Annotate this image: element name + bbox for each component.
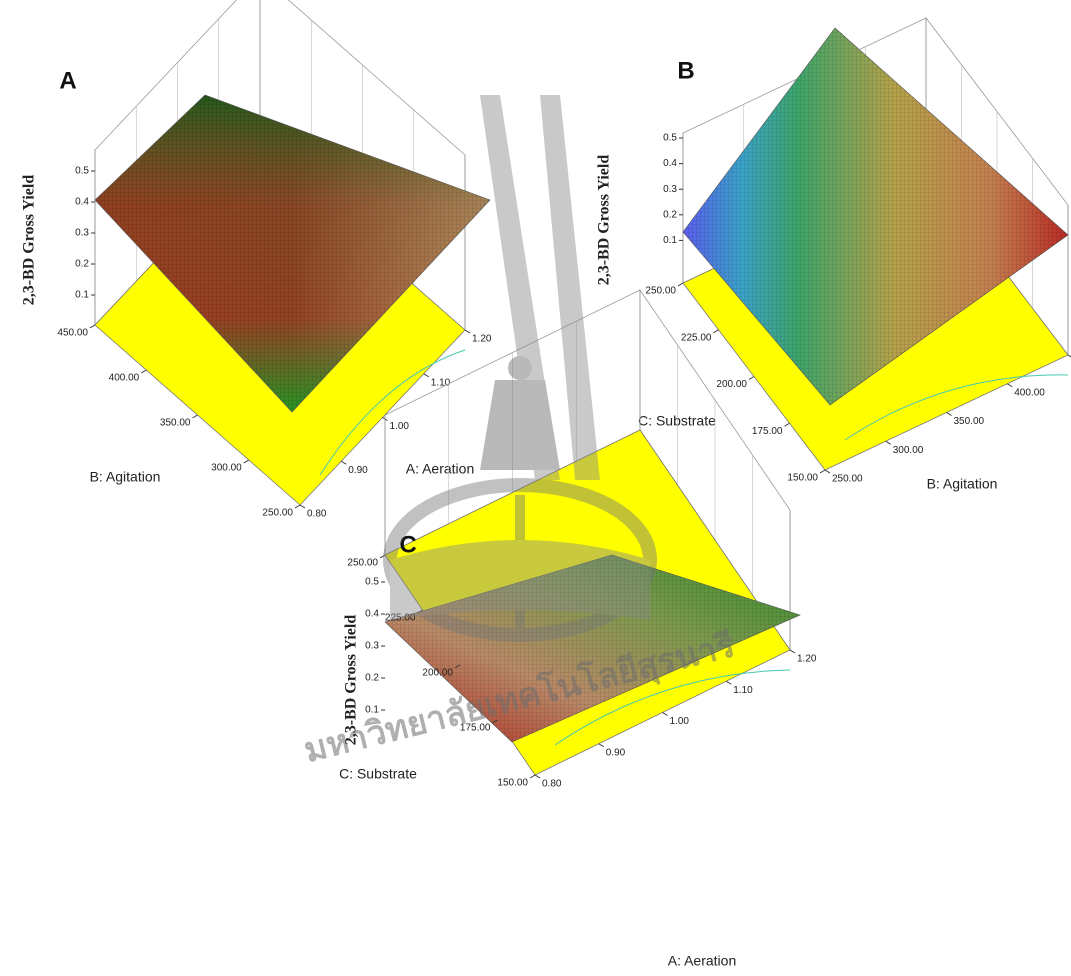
contour <box>319 349 466 476</box>
x-tick-label: 400.00 <box>1014 387 1045 398</box>
z-tick-label: 0.3 <box>663 184 677 195</box>
y-tick-label: 450.00 <box>57 328 88 339</box>
z-tick-label: 0.5 <box>365 577 379 588</box>
z-axis-title: 2,3-BD Gross Yield <box>343 615 360 746</box>
y-tick <box>140 369 147 374</box>
watermark-logo <box>383 95 657 642</box>
y-tick <box>379 554 386 559</box>
x-axis-title: A: Aeration <box>668 953 737 969</box>
y-tick-label: 300.00 <box>211 463 242 474</box>
x-tick <box>340 460 347 465</box>
x-tick-label: 0.90 <box>348 465 368 476</box>
y-tick-label: 200.00 <box>422 668 453 679</box>
y-tick <box>529 774 536 779</box>
z-tick-label: 0.3 <box>75 228 89 239</box>
y-tick-label: 400.00 <box>109 373 140 384</box>
x-tick <box>662 712 668 716</box>
x-tick <box>464 329 471 334</box>
y-tick <box>713 329 719 334</box>
x-tick <box>946 412 952 416</box>
y-tick-label: 225.00 <box>385 613 416 624</box>
x-tick <box>598 743 605 748</box>
x-tick-label: 250.00 <box>832 474 863 485</box>
y-tick <box>454 664 461 669</box>
x-axis-title: B: Agitation <box>927 476 998 492</box>
x-tick-label: 1.00 <box>390 421 410 432</box>
y-tick-label: 250.00 <box>645 286 676 297</box>
x-tick-label: 1.10 <box>431 377 451 388</box>
y-tick <box>192 414 198 419</box>
y-tick <box>677 282 684 287</box>
z-tick-label: 0.2 <box>75 259 89 270</box>
x-tick <box>299 504 306 509</box>
y-tick <box>243 459 250 464</box>
x-tick-label: 1.10 <box>733 685 753 696</box>
panel-label: C <box>399 531 416 558</box>
y-tick-label: 150.00 <box>787 473 818 484</box>
z-tick-label: 0.4 <box>663 158 677 169</box>
x-tick-label: 0.80 <box>307 509 327 520</box>
contour <box>554 669 791 746</box>
y-tick <box>819 469 826 474</box>
x-tick <box>534 774 541 779</box>
y-tick-label: 175.00 <box>460 723 491 734</box>
x-tick <box>423 373 430 378</box>
z-tick-label: 0.1 <box>75 290 89 301</box>
panel: 250.00300.00350.00400.00450.00150.00175.… <box>596 16 1071 492</box>
z-tick-label: 0.1 <box>365 705 379 716</box>
x-tick-label: 1.20 <box>797 654 817 665</box>
z-tick-label: 0.1 <box>663 235 677 246</box>
surface-mesh <box>94 94 491 413</box>
x-tick-label: 1.00 <box>670 716 690 727</box>
panel: 0.80 0.90 1.00 1.10 1.20 250.00 300.00 350.00 40… <box>21 0 492 520</box>
y-tick-label: 175.00 <box>752 426 783 437</box>
y-tick-label: 225.00 <box>681 332 712 343</box>
z-tick-label: 0.5 <box>663 133 677 144</box>
y-tick-label: 250.00 <box>347 558 378 569</box>
y-axis-title: C: Substrate <box>638 413 716 429</box>
x-tick-label: 0.80 <box>542 779 562 790</box>
y-tick <box>89 324 96 329</box>
x-tick <box>885 440 892 445</box>
x-tick <box>1006 383 1013 388</box>
z-tick-label: 0.4 <box>365 609 379 620</box>
x-axis-title: A: Aeration <box>406 461 475 477</box>
x-tick <box>824 469 831 474</box>
y-tick-label: 150.00 <box>497 778 528 789</box>
surface-mesh <box>682 27 1069 406</box>
y-axis-title: C: Substrate <box>339 766 417 782</box>
y-tick <box>294 504 301 509</box>
z-tick-label: 0.3 <box>365 641 379 652</box>
y-tick <box>784 422 790 427</box>
y-tick <box>748 376 755 380</box>
panel: 0.80 0.90 1.00 1.10 1.20 150.00 175.00 200.00 22… <box>339 288 817 969</box>
z-tick-label: 0.2 <box>663 209 677 220</box>
x-tick <box>725 680 732 685</box>
z-axis-title: 2,3-BD Gross Yield <box>21 175 38 306</box>
surface-mesh <box>384 554 801 743</box>
panel-label: A <box>59 67 76 94</box>
z-tick-label: 0.2 <box>365 673 379 684</box>
x-tick <box>789 649 796 654</box>
y-tick-label: 350.00 <box>160 418 191 429</box>
z-axis-title: 2,3-BD Gross Yield <box>596 155 613 286</box>
x-tick-label: 1.20 <box>472 334 492 345</box>
x-tick-label: 300.00 <box>893 445 924 456</box>
y-tick <box>417 609 423 614</box>
panel-label: B <box>677 57 694 84</box>
contour <box>844 374 1069 441</box>
z-tick-label: 0.4 <box>75 197 89 208</box>
y-tick <box>492 719 498 724</box>
z-tick-label: 0.5 <box>75 166 89 177</box>
x-tick-label: 350.00 <box>954 416 985 427</box>
y-axis-title: B: Agitation <box>90 469 161 485</box>
y-tick-label: 200.00 <box>716 379 747 390</box>
x-tick-label: 0.90 <box>606 747 626 758</box>
y-tick-label: 250.00 <box>262 508 293 519</box>
